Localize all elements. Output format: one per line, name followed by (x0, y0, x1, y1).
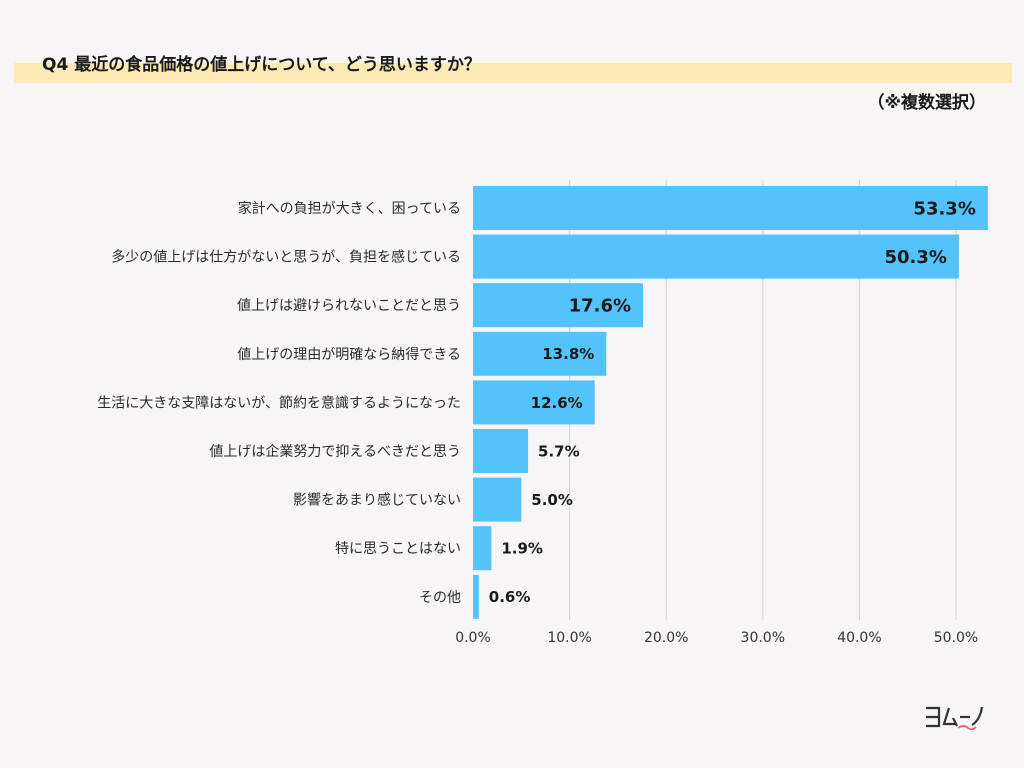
bar (473, 283, 644, 328)
bar (473, 331, 607, 376)
x-tick-label: 20.0% (644, 630, 688, 646)
bar (473, 186, 988, 230)
category-label: 特に思うことはない (335, 541, 461, 557)
x-tick-label: 50.0% (934, 630, 978, 646)
category-label: 生活に大きな支障はないが、節約を意識するようになった (97, 394, 461, 411)
x-tick-label: 0.0% (455, 630, 491, 646)
category-label: 影響をあまり感じていない (293, 492, 461, 509)
brand-logo (922, 702, 986, 738)
bar (473, 526, 492, 571)
multi-select-note: （※複数選択） (867, 93, 986, 113)
value-label: 13.8% (542, 345, 594, 363)
bar (473, 574, 479, 619)
x-tick-label: 40.0% (837, 630, 881, 646)
category-label: 値上げの理由が明確なら納得できる (237, 346, 461, 363)
value-label: 5.7% (538, 442, 580, 460)
value-label: 17.6% (569, 296, 631, 317)
yomuno-logo-icon (926, 706, 984, 731)
value-label: 1.9% (501, 540, 543, 558)
category-label: 値上げは企業努力で抑えるべきだと思う (209, 443, 461, 460)
page-title: Q4 最近の食品価格の値上げについて、どう思いますか？ (42, 55, 481, 75)
bar (473, 234, 959, 279)
value-label: 53.3% (913, 198, 975, 219)
bar (473, 477, 522, 522)
bar (473, 429, 529, 473)
category-label: その他 (419, 590, 461, 606)
title-highlight-band (14, 63, 1012, 83)
value-label: 5.0% (531, 491, 573, 509)
category-label: 値上げは避けられないことだと思う (237, 298, 461, 314)
x-tick-label: 10.0% (547, 630, 591, 646)
category-label: 家計への負担が大きく、困っている (238, 200, 461, 217)
value-label: 0.6% (489, 588, 531, 606)
value-label: 12.6% (531, 394, 583, 412)
x-tick-label: 30.0% (741, 630, 785, 646)
category-label: 多少の値上げは仕方がないと思うが、負担を感じている (111, 249, 461, 266)
bar (473, 380, 595, 425)
value-label: 50.3% (884, 247, 946, 268)
